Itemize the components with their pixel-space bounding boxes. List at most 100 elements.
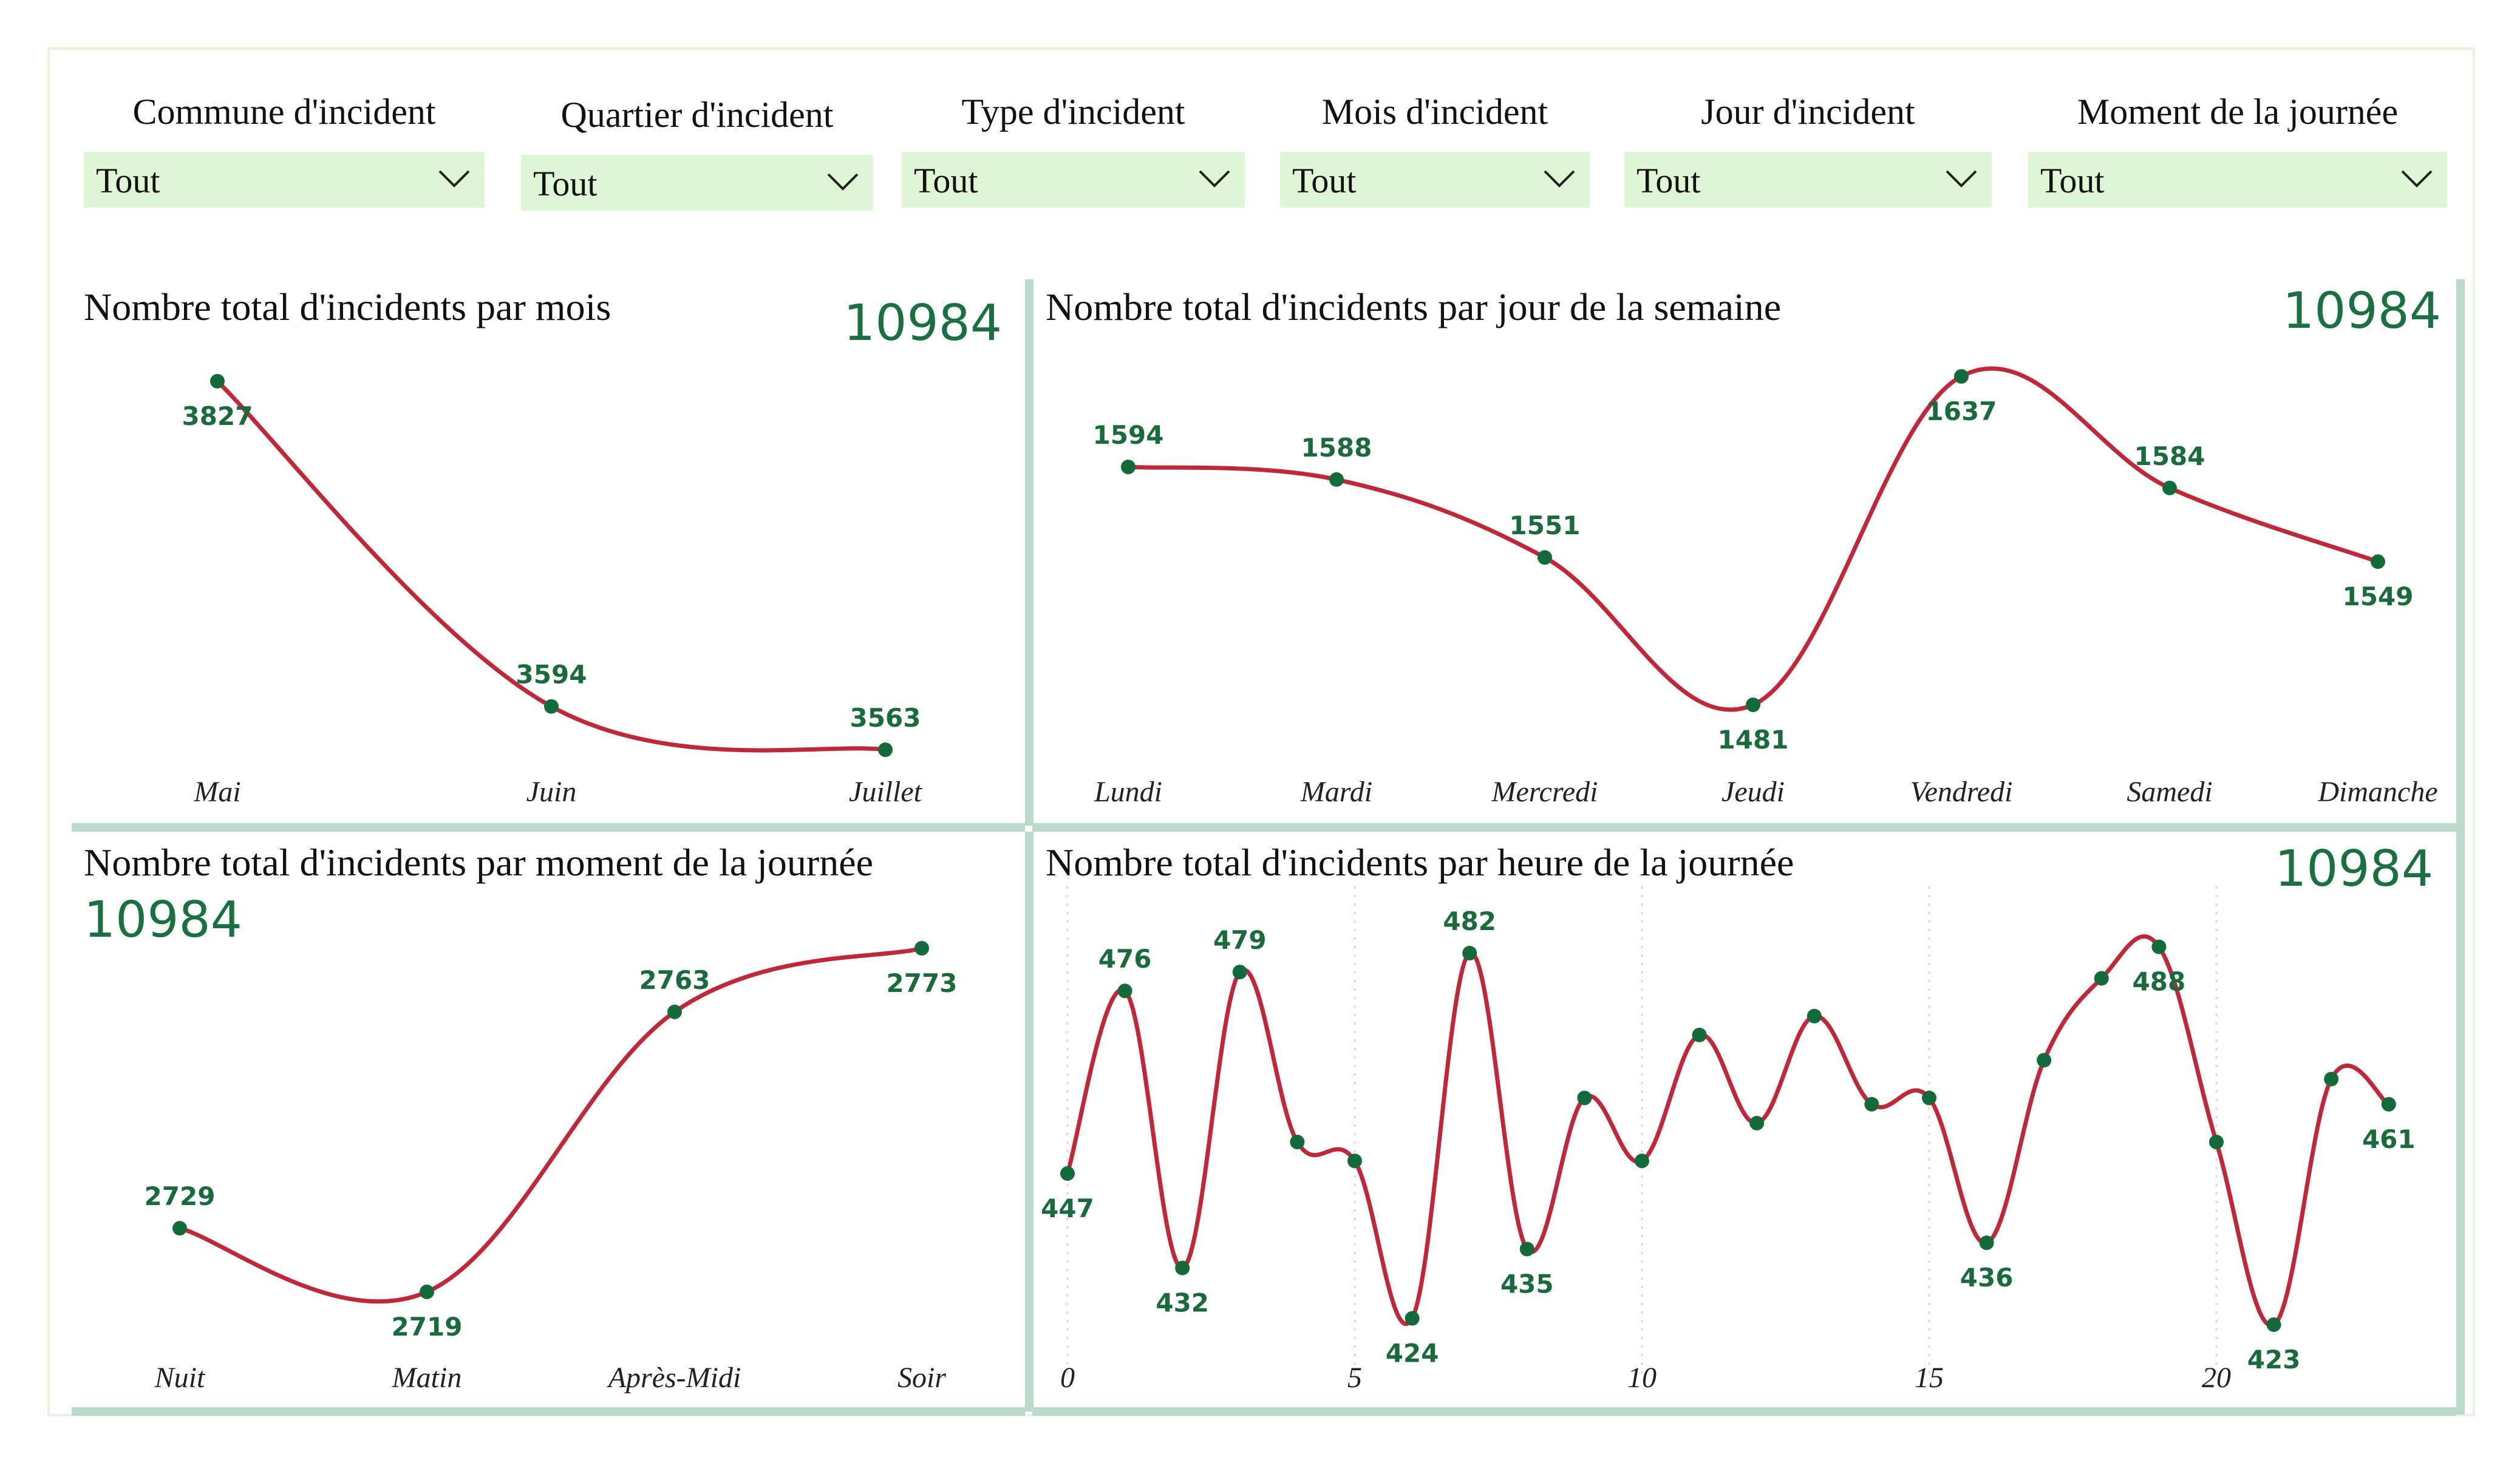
panel-shadow xyxy=(1032,1407,2456,1416)
data-label: 488 xyxy=(2133,967,2186,997)
data-point xyxy=(2037,1053,2052,1068)
month-line-chart: 3827 3594 3563 Mai Juin Juillet xyxy=(182,374,923,808)
x-tick-label: 0 xyxy=(1060,1362,1075,1394)
data-point xyxy=(1121,460,1136,475)
data-point xyxy=(1329,472,1344,487)
data-point xyxy=(1519,1241,1534,1257)
panel-shadow xyxy=(2456,279,2465,1415)
data-label: 2763 xyxy=(639,965,710,995)
data-label: 1588 xyxy=(1301,433,1372,463)
data-point xyxy=(1232,965,1247,980)
data-point xyxy=(420,1285,434,1299)
x-tick-label: Soir xyxy=(897,1362,946,1394)
type-dropdown[interactable]: Tout xyxy=(902,152,1245,208)
filter-commune: Commune d'incident Tout xyxy=(84,91,485,212)
moment-dropdown[interactable]: Tout xyxy=(2028,152,2447,208)
data-label: 479 xyxy=(1213,925,1267,955)
data-point xyxy=(1692,1027,1707,1042)
data-point xyxy=(1922,1090,1936,1105)
total-count: 10984 xyxy=(2283,282,2441,340)
chart-title: Nombre total d'incidents par jour de la … xyxy=(1046,285,1782,328)
data-label: 432 xyxy=(1156,1288,1209,1318)
data-label: 482 xyxy=(1443,906,1496,936)
data-point xyxy=(1635,1153,1649,1169)
filter-label: Mois d'incident xyxy=(1321,92,1548,132)
filter-label: Type d'incident xyxy=(961,92,1185,132)
filter-jour: Jour d'incident Tout xyxy=(1624,91,1992,212)
chevron-down-icon xyxy=(2401,170,2433,188)
jour-dropdown[interactable]: Tout xyxy=(1624,152,1992,208)
data-label: 461 xyxy=(2362,1124,2416,1154)
data-point xyxy=(1347,1153,1362,1169)
data-point xyxy=(2209,1135,2224,1150)
data-label: 3594 xyxy=(516,660,587,690)
data-point xyxy=(1060,1166,1075,1181)
total-count: 10984 xyxy=(843,294,1002,352)
commune-dropdown[interactable]: Tout xyxy=(84,152,485,208)
data-point xyxy=(172,1221,187,1236)
data-point xyxy=(544,699,559,714)
data-point xyxy=(878,742,893,757)
data-label: 447 xyxy=(1041,1194,1094,1223)
x-tick-label: 15 xyxy=(1915,1362,1944,1394)
panel-shadow xyxy=(72,1407,1025,1416)
data-point xyxy=(1577,1090,1592,1105)
chevron-down-icon xyxy=(1946,170,1977,188)
series-line xyxy=(1128,366,2379,712)
series-line xyxy=(216,379,886,753)
data-label: 3827 xyxy=(182,401,253,431)
data-point xyxy=(1807,1008,1822,1024)
data-point xyxy=(2094,971,2109,986)
mois-dropdown[interactable]: Tout xyxy=(1280,152,1590,208)
x-tick-label: Après-Midi xyxy=(607,1362,741,1394)
data-point xyxy=(1117,983,1132,999)
x-tick-label: Juin xyxy=(526,776,577,808)
data-point xyxy=(1538,550,1552,565)
series-line xyxy=(1065,934,2390,1328)
data-point xyxy=(2151,939,2167,954)
data-label: 1584 xyxy=(2134,441,2205,471)
data-label: 476 xyxy=(1098,944,1152,974)
x-tick-label: Jeudi xyxy=(1721,776,1785,808)
data-point xyxy=(1749,1116,1765,1131)
data-label: 1594 xyxy=(1093,420,1164,450)
chart-panel-moment: Nombre total d'incidents par moment de l… xyxy=(72,832,1025,1407)
filter-type: Type d'incident Tout xyxy=(902,91,1245,212)
data-point xyxy=(2381,1096,2396,1112)
filter-label: Moment de la journée xyxy=(2077,92,2399,132)
data-label: 3563 xyxy=(850,703,921,733)
dropdown-value: Tout xyxy=(2040,161,2105,200)
quartier-dropdown[interactable]: Tout xyxy=(521,155,873,211)
data-label: 2773 xyxy=(887,968,958,998)
chevron-down-icon xyxy=(827,173,859,191)
filter-label: Quartier d'incident xyxy=(560,95,834,135)
series-line xyxy=(179,946,922,1304)
x-tick-label: Mercredi xyxy=(1491,776,1598,808)
data-label: 2719 xyxy=(392,1312,463,1342)
hour-line-chart: 447 476 432 479 424 482 435 436 488 423 461 0 5 10 15 2… xyxy=(1041,886,2416,1394)
data-point xyxy=(1290,1135,1305,1150)
data-label: 1481 xyxy=(1718,725,1789,755)
filter-quartier: Quartier d'incident Tout xyxy=(521,94,873,216)
data-label: 1637 xyxy=(1926,396,1997,426)
data-label: 1551 xyxy=(1510,511,1581,540)
x-tick-label: Vendredi xyxy=(1910,776,2013,808)
total-count: 10984 xyxy=(84,891,242,949)
data-label: 1549 xyxy=(2343,582,2414,611)
chevron-down-icon xyxy=(1544,170,1575,188)
data-point xyxy=(1175,1260,1190,1275)
panel-shadow xyxy=(1032,823,2456,832)
data-point xyxy=(1405,1311,1420,1326)
data-point xyxy=(914,941,929,956)
data-point xyxy=(2162,480,2177,495)
data-point xyxy=(1954,369,1969,384)
x-tick-label: Lundi xyxy=(1094,776,1162,808)
chart-title: Nombre total d'incidents par mois xyxy=(84,285,611,328)
moment-line-chart: 2729 2719 2763 2773 Nuit Matin Après-Midi Soir xyxy=(145,941,958,1394)
filter-moment: Moment de la journée Tout xyxy=(2028,91,2447,212)
filter-label: Jour d'incident xyxy=(1701,92,1915,132)
chart-title: Nombre total d'incidents par heure de la… xyxy=(1046,841,1794,884)
chevron-down-icon xyxy=(1199,170,1230,188)
x-tick-label: Mai xyxy=(193,776,240,808)
data-label: 424 xyxy=(1386,1339,1439,1368)
